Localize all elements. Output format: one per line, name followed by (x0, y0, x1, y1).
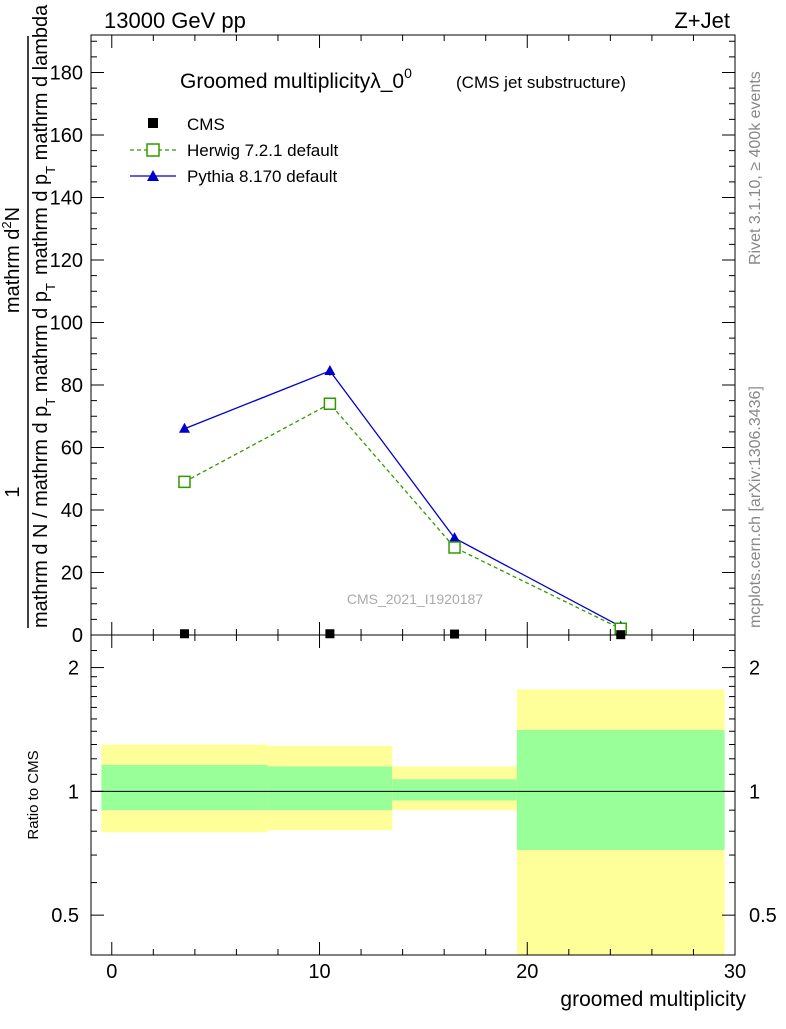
herwig-point (323, 397, 337, 410)
ratio-frame (90, 634, 736, 956)
main-ylabel-den-sub: T (43, 398, 58, 406)
ratio-ytick-label-right: 2 (749, 658, 760, 680)
main-ylabel-den-a: mathrm d N / mathrm d p (30, 406, 52, 628)
main-ytick-label: 20 (61, 563, 83, 585)
analysis-watermark: CMS_2021_I1920187 (347, 591, 483, 607)
ratio-xtick-label: 0 (106, 961, 117, 983)
ratio-xtick-label: 30 (724, 961, 746, 983)
main-ylabel-den-sub2: T (43, 283, 58, 291)
main-subtitle: (CMS jet substructure) (456, 73, 626, 92)
herwig-point (448, 541, 461, 554)
ratio-ytick-label: 0.5 (51, 905, 79, 927)
ratio-tick-labels: 0 10 20 30 0.5 0.5 1 1 2 2 (51, 658, 777, 983)
main-ticks (91, 35, 736, 636)
main-ylabel-num-sup: 2 (0, 221, 14, 228)
main-title-sup: 0 (404, 65, 412, 81)
legend-cms-label: CMS (187, 115, 225, 134)
main-ytick-label: 40 (61, 500, 83, 522)
ratio-ytick-label: 2 (68, 658, 79, 680)
main-ylabel-numerator: mathrm d2N (0, 207, 24, 313)
main-ytick-label: 100 (50, 313, 83, 335)
ratio-panel: 0 10 20 30 0.5 0.5 1 1 2 2 Ratio to CMS groomed m… (25, 634, 777, 1011)
legend-herwig-label: Herwig 7.2.1 default (187, 141, 338, 160)
main-ylabel-line2-b: mathrm d lambda (30, 4, 52, 166)
legend: CMS Herwig 7.2.1 default Pythia 8.170 de… (130, 115, 338, 186)
x-axis-label: groomed multiplicity (560, 988, 746, 1011)
cms-point (450, 629, 460, 639)
ratio-ytick-label-right: 0.5 (749, 905, 777, 927)
herwig-point (178, 475, 191, 489)
ratio-band-inner (101, 764, 268, 811)
pythia-point (324, 364, 336, 375)
mcplots-label: mcplots.cern.ch [arXiv:1306.3436] (747, 386, 764, 628)
pythia-line (184, 370, 622, 628)
main-ytick-label: 140 (50, 188, 83, 210)
cms-point (179, 629, 189, 639)
cms-point (325, 629, 335, 639)
ratio-marks (91, 689, 735, 955)
legend-pythia-marker (147, 170, 159, 181)
main-ytick-label: 120 (50, 250, 83, 272)
header-energy-label: 13000 GeV pp (104, 8, 246, 33)
main-ylabel-num-b: N (2, 207, 24, 221)
main-ylabel-line2-a: mathrm d p (30, 174, 52, 275)
herwig-line (184, 402, 622, 630)
legend-cms-marker (148, 118, 158, 128)
main-ylabel-line2-sub: T (43, 166, 58, 174)
main-ytick-label: 180 (50, 63, 83, 85)
ratio-xtick-label: 10 (308, 961, 330, 983)
legend-pythia-label: Pythia 8.170 default (187, 167, 338, 186)
ratio-ticks (91, 635, 736, 956)
main-ylabel-denominator-top: mathrm d pT mathrm d lambda (30, 4, 58, 275)
main-tick-labels: 0 20 40 60 80 100 120 140 160 180 (50, 63, 83, 648)
main-ytick-label: 60 (61, 438, 83, 460)
main-marks (178, 364, 627, 640)
ratio-ytick-label-right: 1 (749, 781, 760, 803)
main-ylabel-num-a: mathrm d (2, 229, 24, 313)
pythia-point (178, 422, 190, 433)
main-ylabel-denominator: mathrm d N / mathrm d pT mathrm d pT (30, 283, 58, 628)
main-ytick-label: 80 (61, 375, 83, 397)
rivet-version-label: Rivet 3.1.10, ≥ 400k events (747, 71, 764, 265)
main-title-text: Groomed multiplicityλ_0 (180, 70, 404, 93)
header-process-label: Z+Jet (674, 8, 730, 33)
ratio-ylabel: Ratio to CMS (25, 750, 42, 839)
ratio-band-inner (267, 766, 393, 811)
main-ylabel: mathrm d2N mathrm d pT mathrm d lambda 1… (0, 4, 58, 628)
legend-herwig-marker (146, 143, 160, 157)
main-ylabel-den-c: mathrm d p (30, 291, 52, 392)
main-ylabel-one: 1 (2, 486, 24, 497)
pythia-point (449, 532, 461, 543)
ratio-xtick-label: 20 (516, 961, 538, 983)
main-title: Groomed multiplicityλ_00 (180, 65, 412, 93)
main-ytick-label: 0 (72, 625, 83, 647)
ratio-ytick-label: 1 (68, 781, 79, 803)
main-ytick-label: 160 (50, 125, 83, 147)
ratio-band-inner (516, 729, 725, 851)
ratio-band-inner (392, 779, 517, 801)
